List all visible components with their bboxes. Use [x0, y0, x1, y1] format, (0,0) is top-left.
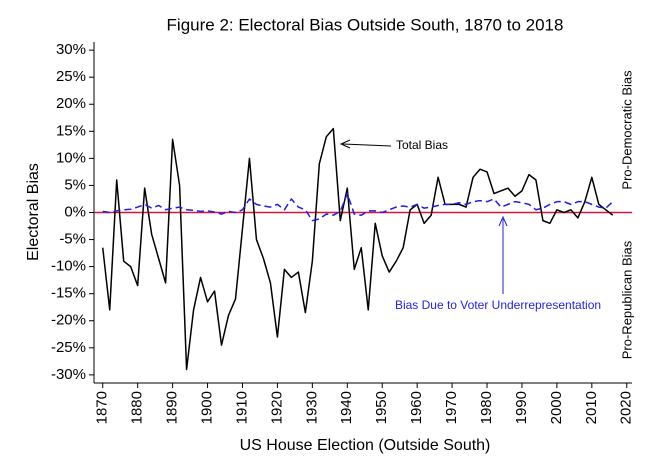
- x-axis-title: US House Election (Outside South): [240, 437, 491, 454]
- series-line: [102, 192, 614, 222]
- chart-title: Figure 2: Electoral Bias Outside South, …: [167, 15, 564, 34]
- x-tick-label: 1940: [338, 391, 355, 424]
- x-tick-label: 2010: [583, 391, 600, 424]
- y-tick-label: -30%: [51, 366, 86, 383]
- y-tick-label: -15%: [51, 285, 86, 302]
- arrow-head: [498, 215, 508, 227]
- y-tick-label: 25%: [56, 68, 86, 85]
- side-label: Pro-Republican Bias: [619, 240, 634, 359]
- annotation: Total Bias: [396, 138, 448, 152]
- y-tick-label: -25%: [51, 339, 86, 356]
- y-tick-label: 20%: [56, 95, 86, 112]
- x-tick-label: 1910: [233, 391, 250, 424]
- x-tick-label: 1970: [443, 391, 460, 424]
- y-tick-label: -10%: [51, 258, 86, 275]
- x-tick-label: 1870: [94, 391, 111, 424]
- y-tick-label: 15%: [56, 122, 86, 139]
- annotation: Bias Due to Voter Underrepresentation: [395, 298, 601, 312]
- x-tick-label: 1890: [164, 391, 181, 424]
- x-tick-label: 1900: [199, 391, 216, 424]
- y-tick-label: -20%: [51, 312, 86, 329]
- x-tick-label: 1990: [513, 391, 530, 424]
- x-tick-label: 1980: [478, 391, 495, 424]
- series-line: [101, 127, 614, 371]
- y-tick-label: -5%: [59, 231, 86, 248]
- x-tick-label: 2020: [618, 391, 635, 424]
- x-tick-label: 1880: [129, 391, 146, 424]
- x-tick-label: 2000: [548, 391, 565, 424]
- x-tick-label: 1930: [303, 391, 320, 424]
- arrow-head: [339, 139, 351, 149]
- x-tick-label: 1960: [408, 391, 425, 424]
- y-tick-label: 30%: [56, 41, 86, 58]
- y-tick-label: 10%: [56, 149, 86, 166]
- side-label: Pro-Democratic Bias: [619, 70, 634, 190]
- y-tick-label: 0%: [64, 203, 86, 220]
- annotations: Total Bias Bias Due to Voter Underrepres…: [339, 138, 601, 312]
- x-tick-label: 1920: [268, 391, 285, 424]
- y-axis-title: Electoral Bias: [25, 163, 42, 261]
- annotation-arrow: [342, 143, 392, 147]
- x-tick-label: 1950: [373, 391, 390, 424]
- y-tick-label: 5%: [64, 176, 86, 193]
